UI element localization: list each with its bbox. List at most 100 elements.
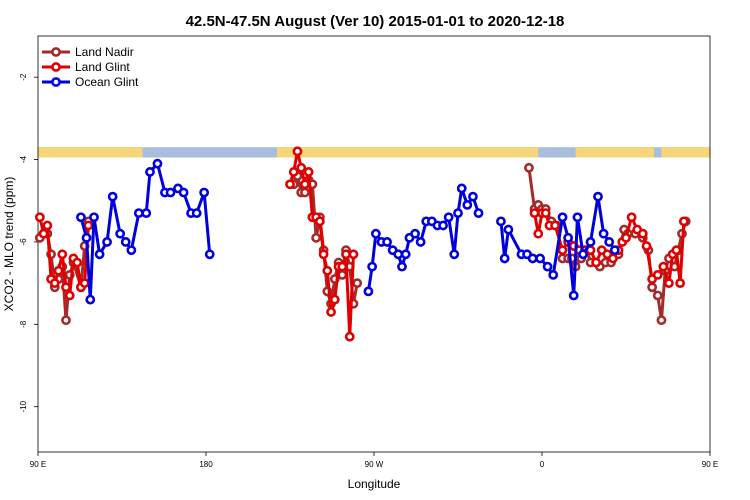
legend-label-2: Ocean Glint [75,75,139,89]
x-tick-label-0: 90 E [30,460,46,469]
legend-swatch-marker-1 [51,62,61,72]
series-2-point-46 [499,253,510,264]
series-2-point-37 [438,220,448,231]
series-2-point-9 [126,245,137,256]
series-2-point-47 [503,224,514,235]
series-1-point-7 [61,282,71,293]
series-1-point-1 [38,228,49,239]
series-2-point-38 [443,212,454,223]
series-0-point-26 [337,269,348,280]
series-2-point-19 [191,208,202,219]
series-1-point-32 [529,208,540,219]
series-2-point-52 [542,261,553,272]
series-2-point-59 [585,237,596,247]
series-1-point-56 [652,269,663,280]
series-0-point-57 [656,315,667,326]
series-2-point-28 [393,249,404,260]
series-2-point-58 [578,249,588,260]
series-2-point-43 [468,191,478,202]
y-tick-label-4: -10 [19,400,28,412]
series-2-point-40 [453,208,463,219]
series-1-point-13 [83,220,94,231]
series-1-point-53 [637,228,648,239]
series-0-point-19 [311,232,322,243]
series-2-point-21 [204,249,215,260]
legend-label-0: Land Nadir [75,45,134,59]
series-0-point-55 [647,282,658,293]
series-1-point-62 [678,216,689,227]
y-tick-label-0: -2 [19,73,28,81]
series-2-point-44 [473,208,484,219]
series-2-point-20 [199,187,210,198]
x-tick-label-1: 180 [199,460,213,469]
series-2-point-17 [178,187,189,198]
series-2-point-51 [535,253,546,264]
series-1-point-50 [621,232,631,243]
series-2-point-2 [85,294,96,305]
y-axis-label: XCO2 - MLO trend (ppm) [2,177,16,312]
y-tick-label-3: -8 [19,320,28,328]
series-1-point-58 [664,278,674,289]
series-2-point-8 [120,237,131,247]
y-tick-label-1: -4 [19,155,28,163]
series-2-point-26 [382,237,392,247]
y-axis: -2 -4 -6 -8 -10 [19,73,38,412]
series-1-point-19 [303,167,314,177]
x-tick-label-2: 90 W [365,460,384,469]
series-1-point-25 [326,307,336,317]
series-1-point-29 [341,249,351,260]
series-2-point-3 [89,212,99,223]
series-1-point-17 [296,162,307,173]
series-2-point-30 [400,249,411,260]
series-2-point-15 [165,187,176,198]
x-tick-label-4: 90 E [702,460,718,469]
legend-swatch-marker-2 [51,77,61,87]
land-band-segment-3 [661,147,710,158]
series-2-point-11 [141,208,152,219]
series-1-point-18 [300,179,310,190]
series-2-point-39 [449,249,460,260]
legend-item-2: Ocean Glint [42,75,139,89]
series-2-point-41 [456,183,467,194]
series-0-point-16 [300,187,310,198]
land-band-segment-0 [38,147,143,158]
series-2-line-2 [499,195,617,297]
series-1-point-60 [671,245,682,256]
series-0-point-31 [524,162,534,173]
series-2-point-32 [410,228,420,239]
series-1-point-5 [53,265,64,276]
series-2-point-61 [598,228,609,239]
series-2-point-1 [81,232,92,243]
series-2-point-45 [496,216,506,227]
series-1-point-31 [348,249,359,260]
series-2 [76,158,620,305]
series-2-point-12 [145,167,155,177]
legend-swatch-marker-0 [51,47,61,57]
series-0-point-30 [352,278,363,289]
series-2-point-33 [415,237,426,247]
x-axis-label: Longitude [348,477,401,491]
series-2-point-55 [563,232,574,243]
series-2-point-0 [76,212,86,223]
series-2-point-56 [568,290,579,301]
land-band-segment-2 [575,147,654,158]
series-2-point-13 [152,158,163,169]
series-2-point-63 [609,245,620,256]
series-1-point-2 [42,220,53,231]
series-1-point-14 [285,179,295,190]
series-1-point-38 [557,245,568,256]
series-1-point-47 [608,253,618,264]
series-2-point-24 [370,228,381,239]
series-2-point-29 [397,261,407,272]
series-1-point-26 [329,294,340,305]
legend-label-1: Land Glint [75,60,130,74]
series-0-point-56 [652,290,663,301]
series-1-point-33 [533,228,544,239]
series-2-point-50 [527,253,538,264]
x-tick-label-3: 0 [540,460,545,469]
y-tick-label-2: -6 [19,238,28,246]
legend-item-1: Land Glint [42,60,130,74]
series-1-point-6 [57,249,68,260]
series-2-point-57 [572,212,583,223]
